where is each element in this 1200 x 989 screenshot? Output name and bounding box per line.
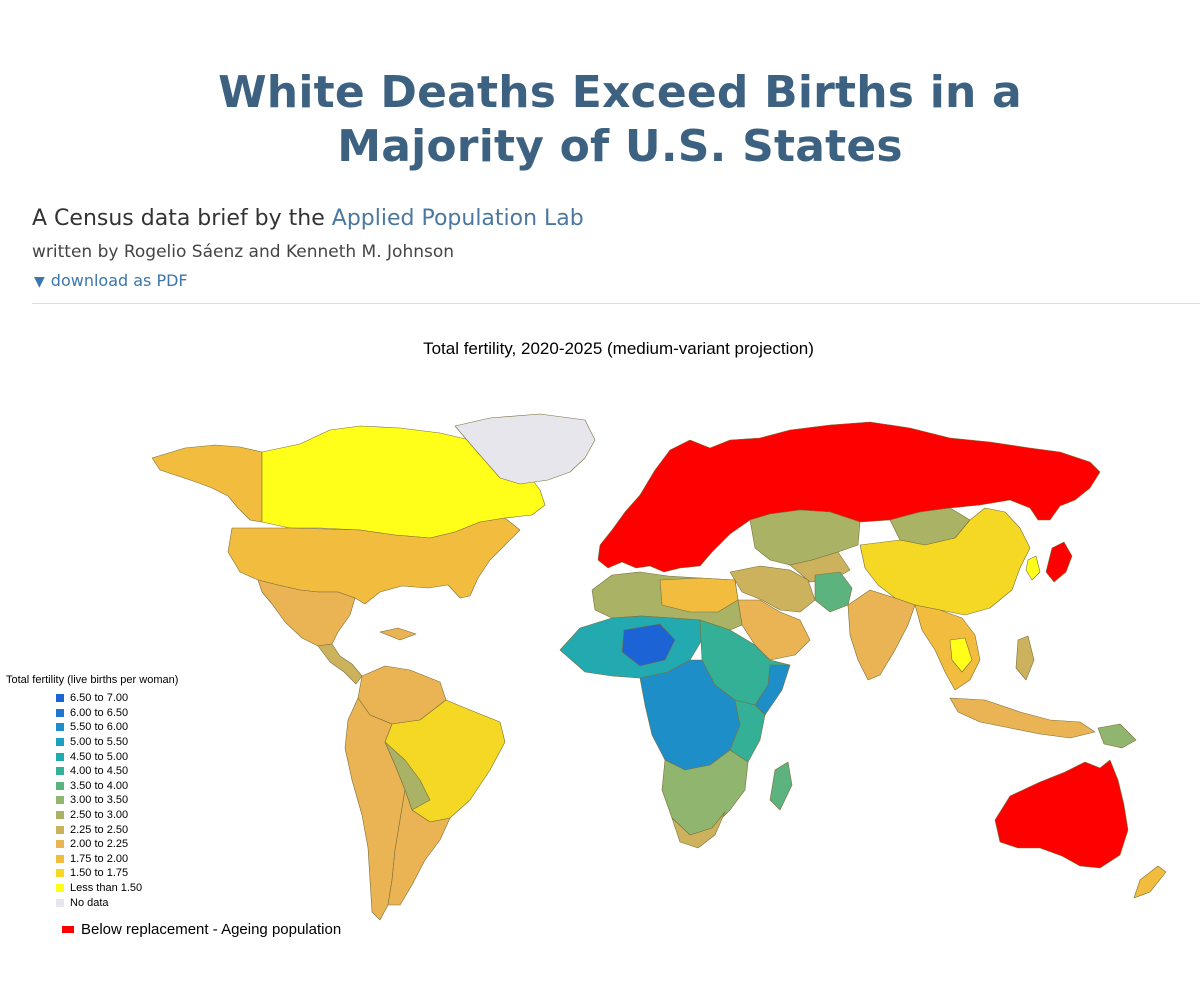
region-arabia (737, 599, 811, 661)
legend-swatch (56, 781, 64, 790)
region-central-america (317, 643, 363, 685)
region-india (847, 589, 916, 681)
applied-population-lab-link[interactable]: Applied Population Lab (331, 206, 584, 231)
legend-label: 2.25 to 2.50 (70, 823, 129, 836)
region-caribbean (379, 627, 417, 641)
world-fertility-map (151, 413, 1167, 921)
region-thailand (949, 637, 973, 673)
legend-item: 5.50 to 6.00 (56, 720, 178, 735)
legend-item: 3.50 to 4.00 (56, 779, 178, 794)
legend-swatch (56, 884, 64, 893)
legend-label: 6.00 to 6.50 (70, 706, 129, 719)
legend-swatch (56, 694, 64, 703)
legend-swatch (56, 869, 64, 878)
download-pdf-link[interactable]: ▼ download as PDF (34, 271, 188, 290)
region-philippines (1015, 635, 1035, 681)
legend-item: No data (56, 895, 178, 910)
legend-label: 4.00 to 4.50 (70, 765, 129, 778)
region-south-africa (671, 811, 726, 849)
legend-swatch (56, 898, 64, 907)
legend-title: Total fertility (live births per woman) (6, 674, 179, 686)
legend-item: 5.00 to 5.50 (56, 735, 178, 750)
region-niger (621, 623, 676, 667)
article-byline: written by Rogelio Sáenz and Kenneth M. … (32, 242, 455, 262)
legend-swatch (56, 752, 64, 761)
below-replacement-legend: Below replacement - Ageing population (62, 921, 341, 938)
region-alaska (151, 444, 263, 523)
legend-label: Less than 1.50 (70, 882, 143, 895)
below-replacement-swatch (62, 926, 74, 933)
download-pdf-label: download as PDF (50, 271, 188, 290)
legend-swatch (56, 840, 64, 849)
region-madagascar (769, 761, 793, 811)
headline-line-1: White Deaths Exceed Births in a (218, 67, 1022, 118)
legend-label: 2.50 to 3.00 (70, 809, 129, 822)
legend-label: 5.00 to 5.50 (70, 736, 129, 749)
map-legend: Total fertility (live births per woman) … (6, 674, 178, 910)
region-southeast-asia (914, 604, 981, 691)
legend-swatch (56, 825, 64, 834)
legend-swatch (56, 723, 64, 732)
legend-swatch (56, 738, 64, 747)
legend-item: 4.00 to 4.50 (56, 764, 178, 779)
legend-item: 1.75 to 2.00 (56, 852, 178, 867)
region-afghanistan-pakistan (814, 571, 853, 613)
legend-item: 2.50 to 3.00 (56, 808, 178, 823)
legend-item: 6.00 to 6.50 (56, 706, 178, 721)
region-indonesia (949, 697, 1096, 739)
region-japan (1045, 541, 1073, 583)
article-subtitle: A Census data brief by the Applied Popul… (32, 206, 584, 231)
section-divider (32, 303, 1200, 304)
region-middle-east (729, 565, 816, 613)
legend-swatch (56, 708, 64, 717)
legend-item: 3.00 to 3.50 (56, 793, 178, 808)
region-canada (261, 425, 546, 539)
legend-label: 4.50 to 5.00 (70, 750, 129, 763)
below-replacement-label: Below replacement - Ageing population (81, 921, 342, 938)
legend-swatch (56, 854, 64, 863)
headline-line-2: Majority of U.S. States (337, 121, 903, 172)
region-new-zealand (1133, 865, 1167, 899)
region-argentina (387, 789, 451, 906)
region-europe-russia (597, 421, 1101, 573)
legend-swatch (56, 767, 64, 776)
article-headline: White Deaths Exceed Births in a Majority… (0, 66, 1200, 174)
region-east-africa (729, 699, 766, 763)
region-libya-egypt (659, 577, 739, 613)
region-korea (1025, 555, 1041, 581)
region-greenland (454, 413, 596, 485)
legend-swatch (56, 796, 64, 805)
map-title: Total fertility, 2020-2025 (medium-varia… (423, 339, 814, 358)
legend-item: 2.00 to 2.25 (56, 837, 178, 852)
legend-item: Less than 1.50 (56, 881, 178, 896)
region-australia (994, 759, 1129, 869)
region-kazakhstan (749, 509, 861, 566)
legend-item: 4.50 to 5.00 (56, 749, 178, 764)
legend-item: 2.25 to 2.50 (56, 822, 178, 837)
legend-label: 1.75 to 2.00 (70, 852, 129, 865)
region-mexico (257, 579, 356, 647)
legend-items: 6.50 to 7.00 6.00 to 6.50 5.50 to 6.00 5.00… (56, 691, 178, 910)
legend-swatch (56, 811, 64, 820)
legend-label: No data (70, 896, 109, 909)
legend-label: 1.50 to 1.75 (70, 867, 129, 880)
legend-label: 5.50 to 6.00 (70, 721, 129, 734)
chevron-down-icon: ▼ (34, 274, 45, 290)
region-southern-africa (661, 749, 749, 836)
legend-label: 2.00 to 2.25 (70, 838, 129, 851)
subtitle-prefix: A Census data brief by the (32, 206, 332, 231)
legend-label: 3.00 to 3.50 (70, 794, 129, 807)
legend-item: 1.50 to 1.75 (56, 866, 178, 881)
region-bolivia-paraguay (384, 741, 431, 811)
legend-label: 3.50 to 4.00 (70, 779, 129, 792)
legend-label: 6.50 to 7.00 (70, 692, 129, 705)
legend-item: 6.50 to 7.00 (56, 691, 178, 706)
region-papua-new-guinea (1097, 723, 1137, 749)
